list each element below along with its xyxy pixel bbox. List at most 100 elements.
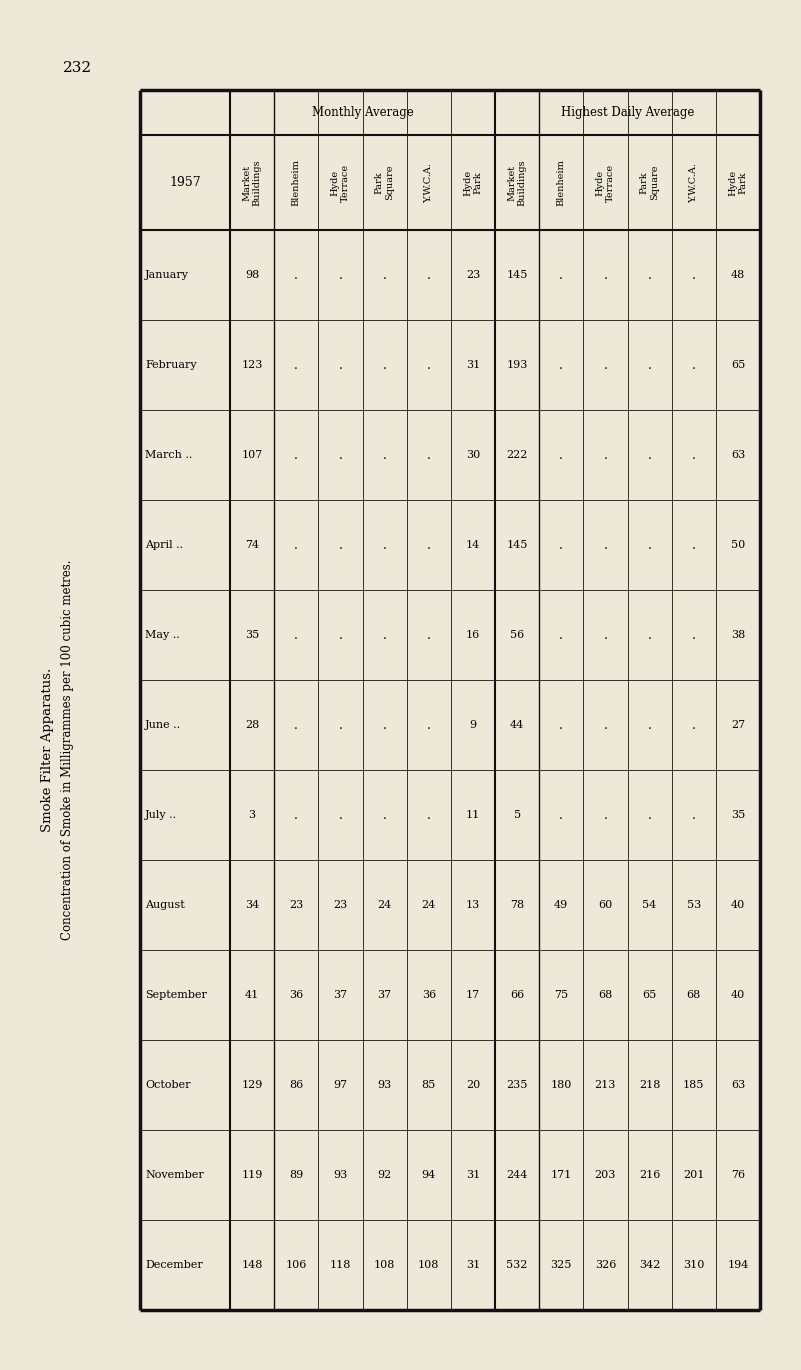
Text: Hyde
Park: Hyde Park: [728, 170, 747, 196]
Text: 16: 16: [466, 630, 480, 640]
Text: 14: 14: [466, 540, 480, 549]
Text: 180: 180: [550, 1080, 572, 1091]
Text: Market
Buildings: Market Buildings: [243, 159, 262, 206]
Text: 148: 148: [241, 1260, 263, 1270]
Text: 145: 145: [506, 270, 528, 279]
Text: November: November: [145, 1170, 203, 1180]
Text: 3: 3: [248, 810, 256, 821]
Text: .: .: [427, 359, 431, 371]
Text: 34: 34: [245, 900, 260, 910]
Text: .: .: [648, 629, 651, 641]
Text: 75: 75: [554, 991, 569, 1000]
Text: .: .: [603, 808, 607, 822]
Text: 38: 38: [731, 630, 745, 640]
Text: Y.W.C.A.: Y.W.C.A.: [425, 163, 433, 203]
Text: .: .: [648, 448, 651, 462]
Text: Market
Buildings: Market Buildings: [507, 159, 527, 206]
Text: 129: 129: [241, 1080, 263, 1091]
Text: .: .: [603, 538, 607, 552]
Text: 74: 74: [245, 540, 260, 549]
Text: 185: 185: [683, 1080, 704, 1091]
Text: April ..: April ..: [145, 540, 183, 549]
Text: 50: 50: [731, 540, 745, 549]
Text: .: .: [648, 269, 651, 281]
Text: .: .: [692, 808, 696, 822]
Text: March ..: March ..: [145, 449, 192, 460]
Text: 123: 123: [241, 360, 263, 370]
Text: 218: 218: [639, 1080, 660, 1091]
Text: 23: 23: [333, 900, 348, 910]
Text: 28: 28: [245, 721, 260, 730]
Text: 89: 89: [289, 1170, 304, 1180]
Text: 232: 232: [63, 62, 93, 75]
Text: .: .: [294, 808, 298, 822]
Text: 31: 31: [466, 1260, 480, 1270]
Text: 44: 44: [510, 721, 524, 730]
Text: .: .: [427, 718, 431, 732]
Text: .: .: [427, 269, 431, 281]
Text: .: .: [294, 629, 298, 641]
Text: 235: 235: [506, 1080, 528, 1091]
Text: 108: 108: [374, 1260, 395, 1270]
Text: 93: 93: [333, 1170, 348, 1180]
Text: Hyde
Terrace: Hyde Terrace: [331, 163, 350, 201]
Text: 203: 203: [594, 1170, 616, 1180]
Text: .: .: [339, 359, 342, 371]
Text: Monthly Average: Monthly Average: [312, 105, 413, 119]
Text: .: .: [603, 359, 607, 371]
Text: .: .: [692, 538, 696, 552]
Text: Blenheim: Blenheim: [292, 159, 300, 206]
Text: .: .: [692, 448, 696, 462]
Text: December: December: [145, 1260, 203, 1270]
Text: 48: 48: [731, 270, 745, 279]
Text: 118: 118: [330, 1260, 351, 1270]
Text: 216: 216: [639, 1170, 660, 1180]
Text: 9: 9: [469, 721, 477, 730]
Text: 36: 36: [421, 991, 436, 1000]
Text: .: .: [383, 629, 387, 641]
Text: .: .: [339, 629, 342, 641]
Text: 66: 66: [510, 991, 524, 1000]
Text: .: .: [648, 808, 651, 822]
Text: .: .: [294, 359, 298, 371]
Text: .: .: [294, 718, 298, 732]
Text: May ..: May ..: [145, 630, 179, 640]
Text: 107: 107: [241, 449, 263, 460]
Text: 31: 31: [466, 360, 480, 370]
Text: June ..: June ..: [145, 721, 181, 730]
Text: 27: 27: [731, 721, 745, 730]
Text: .: .: [383, 808, 387, 822]
Text: .: .: [559, 718, 563, 732]
Text: 171: 171: [550, 1170, 572, 1180]
Text: .: .: [427, 538, 431, 552]
Text: 76: 76: [731, 1170, 745, 1180]
Text: Blenheim: Blenheim: [557, 159, 566, 206]
Text: .: .: [339, 718, 342, 732]
Text: 1957: 1957: [169, 175, 201, 189]
Text: Hyde
Terrace: Hyde Terrace: [596, 163, 615, 201]
Text: 119: 119: [241, 1170, 263, 1180]
Text: 30: 30: [466, 449, 480, 460]
Text: 213: 213: [594, 1080, 616, 1091]
Text: August: August: [145, 900, 185, 910]
Text: 78: 78: [510, 900, 524, 910]
Text: 106: 106: [286, 1260, 307, 1270]
Text: 36: 36: [289, 991, 304, 1000]
Text: .: .: [692, 718, 696, 732]
Text: .: .: [383, 359, 387, 371]
Text: 244: 244: [506, 1170, 528, 1180]
Text: 23: 23: [466, 270, 480, 279]
Text: 532: 532: [506, 1260, 528, 1270]
Text: 56: 56: [510, 630, 524, 640]
Text: 98: 98: [245, 270, 260, 279]
Text: July ..: July ..: [145, 810, 177, 821]
Text: 145: 145: [506, 540, 528, 549]
Text: .: .: [603, 718, 607, 732]
Text: 23: 23: [289, 900, 304, 910]
Text: 63: 63: [731, 1080, 745, 1091]
Text: .: .: [559, 359, 563, 371]
Text: September: September: [145, 991, 207, 1000]
Text: .: .: [692, 629, 696, 641]
Text: 85: 85: [421, 1080, 436, 1091]
Text: Concentration of Smoke in Milligrammes per 100 cubic metres.: Concentration of Smoke in Milligrammes p…: [62, 560, 74, 940]
